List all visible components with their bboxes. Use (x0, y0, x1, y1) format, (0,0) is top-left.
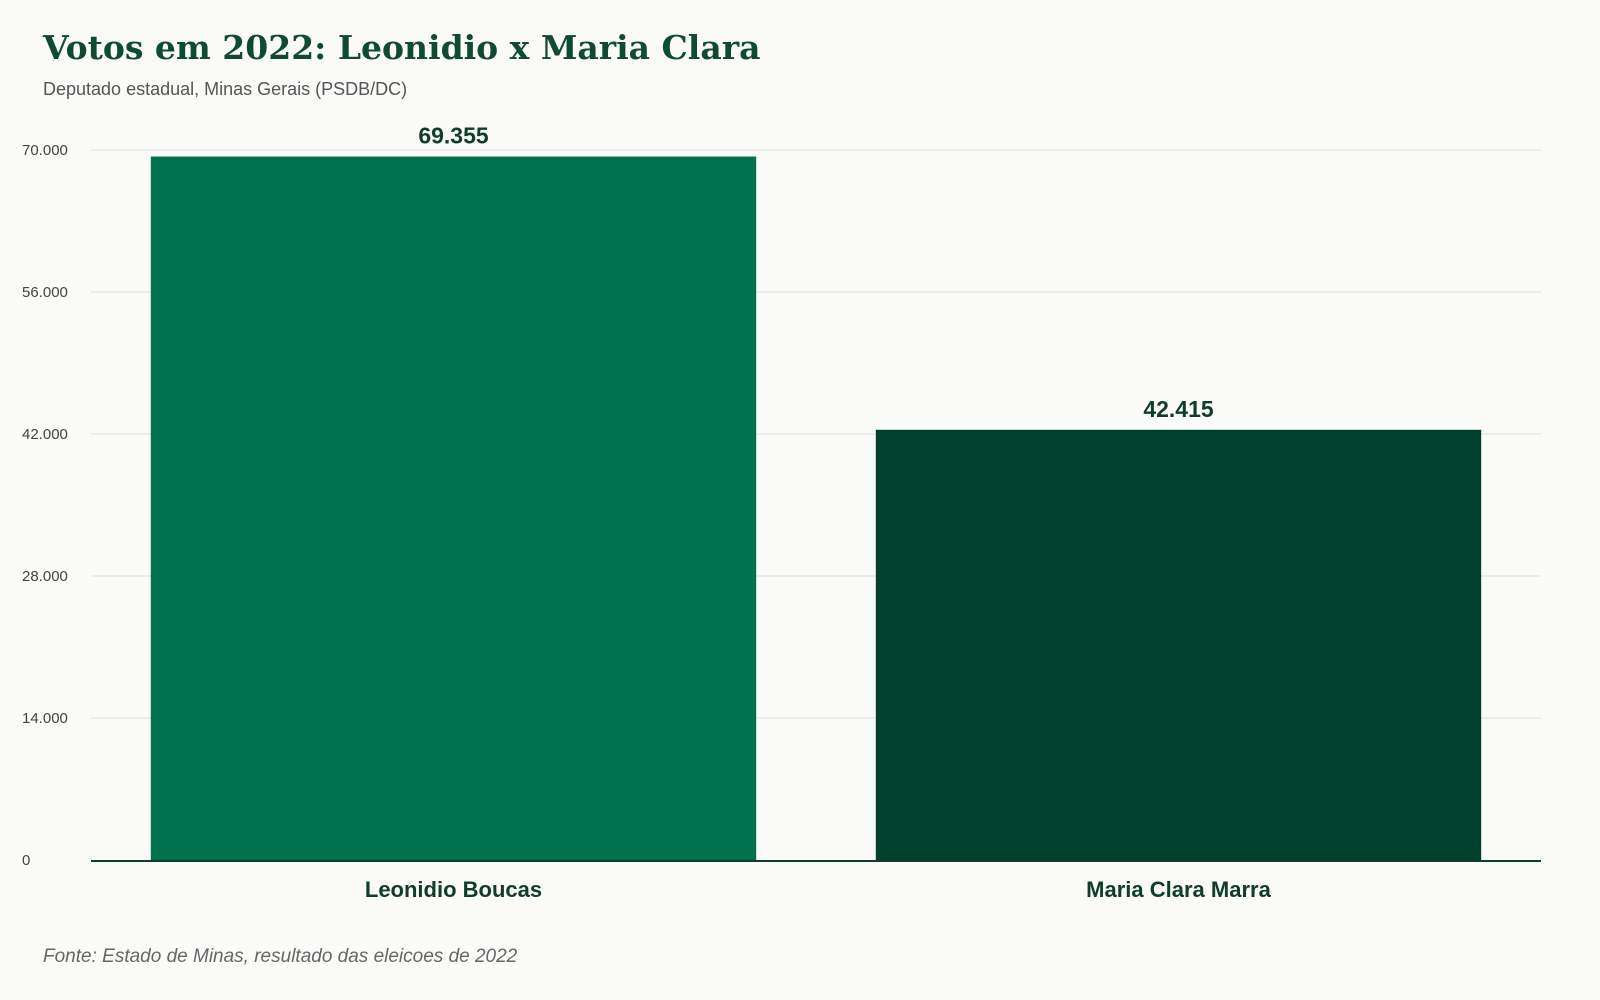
chart-title: Votos em 2022: Leonidio x Maria Clara (43, 28, 761, 67)
y-tick-label: 14.000 (22, 710, 68, 727)
bar (875, 429, 1482, 860)
y-tick-label: 56.000 (22, 284, 68, 301)
bar (150, 156, 757, 861)
y-tick-label: 0 (22, 852, 30, 869)
bar-value-label: 69.355 (418, 123, 489, 149)
bar-value-label: 42.415 (1143, 396, 1214, 422)
bars (150, 156, 1482, 861)
y-tick-label: 70.000 (22, 142, 68, 159)
x-category-label: Maria Clara Marra (1086, 877, 1271, 902)
source-note: Fonte: Estado de Minas, resultado das el… (43, 946, 518, 967)
y-tick-label: 42.000 (22, 426, 68, 443)
y-tick-label: 28.000 (22, 568, 68, 585)
bar-labels: 69.355 Leonidio Boucas 42.415 Maria Clara M… (365, 123, 1272, 902)
x-category-label: Leonidio Boucas (365, 877, 542, 902)
chart-subtitle: Deputado estadual, Minas Gerais (PSDB/DC… (43, 79, 408, 99)
y-axis-ticks: 0 14.000 28.000 42.000 56.000 70.000 (22, 142, 68, 869)
